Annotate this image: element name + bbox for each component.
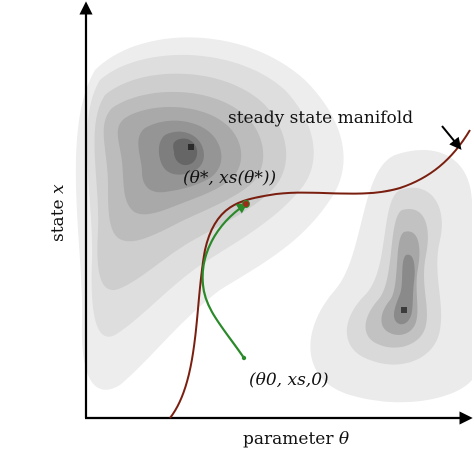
x-axis-label-text: parameter	[243, 429, 339, 449]
optimum-label: (θ*, xs(θ*))	[183, 168, 276, 188]
y-axis-label-text: state	[48, 194, 68, 242]
axes	[79, 1, 473, 425]
manifold-pointer-arrow	[441, 125, 462, 150]
density-contours-right	[310, 150, 472, 403]
y-axis-label-symbol: x	[48, 184, 68, 194]
x-axis-label: parameter θ	[243, 429, 349, 449]
steady-state-manifold-curve	[169, 129, 471, 419]
optimum-point-icon	[242, 200, 250, 208]
initial-point-icon	[241, 355, 247, 361]
x-axis-label-symbol: θ	[339, 429, 349, 449]
optimization-trajectory	[201, 202, 248, 359]
density-contours-left	[75, 37, 344, 390]
contour-right-level-5	[393, 254, 415, 325]
initial-label: (θ0, xs,0)	[249, 370, 329, 390]
peak-marker-icon	[188, 144, 194, 150]
y-axis-label: state x	[48, 184, 68, 242]
manifold-label: steady state manifold	[228, 108, 413, 128]
peak-marker-icon	[401, 307, 407, 313]
